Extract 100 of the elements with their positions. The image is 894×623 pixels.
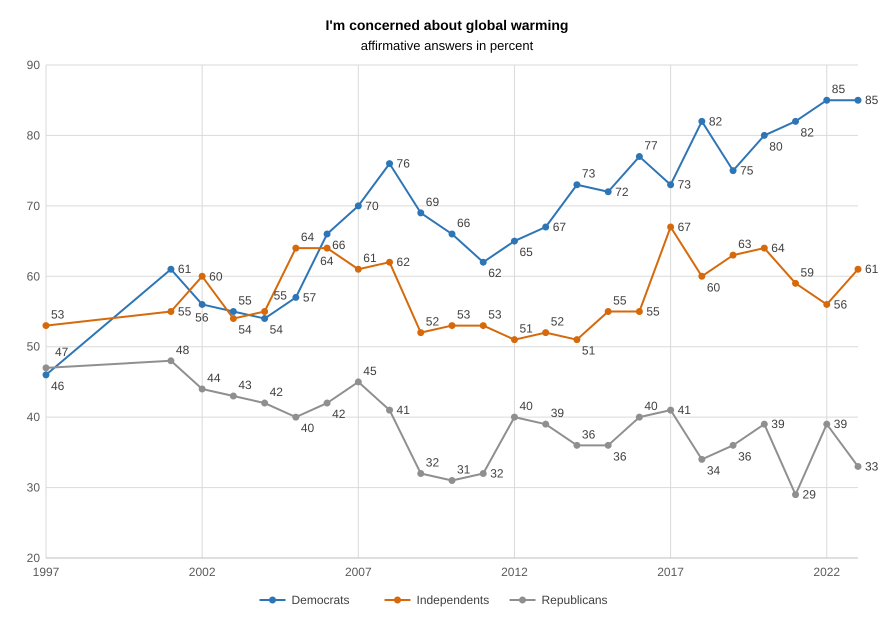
x-tick-label: 2012 [501, 565, 528, 579]
data-label: 61 [363, 251, 377, 266]
data-label: 36 [738, 449, 752, 464]
data-label: 33 [865, 459, 879, 474]
point [292, 294, 300, 301]
chart-title: I'm concerned about global warming [326, 17, 568, 33]
data-label: 36 [613, 449, 627, 464]
point [386, 406, 394, 414]
data-label: 70 [365, 198, 379, 213]
point [261, 315, 268, 322]
chart-subtitle: affirmative answers in percent [360, 38, 534, 53]
point [823, 96, 830, 104]
data-label: 56 [834, 297, 848, 312]
data-label: 42 [270, 385, 284, 400]
data-label: 32 [426, 455, 440, 470]
point [760, 132, 768, 139]
point [261, 400, 268, 407]
point [198, 385, 206, 392]
y-tick-label: 20 [26, 551, 40, 565]
point [573, 181, 580, 188]
data-label: 52 [550, 314, 564, 329]
data-label: 61 [178, 262, 192, 276]
point [730, 167, 737, 174]
y-tick-label: 60 [26, 269, 40, 284]
point [448, 230, 456, 238]
point [324, 230, 331, 238]
point [448, 477, 456, 484]
data-label: 82 [708, 114, 723, 128]
point [667, 181, 674, 188]
point [230, 315, 237, 322]
data-label: 53 [488, 308, 502, 322]
legend-label: Republicans [542, 593, 608, 607]
point [292, 414, 300, 421]
point [698, 272, 706, 280]
point [510, 414, 518, 421]
point [760, 420, 768, 428]
data-label: 75 [740, 164, 754, 178]
data-label: 69 [426, 194, 440, 209]
data-label: 53 [457, 308, 471, 322]
data-label: 59 [800, 265, 814, 280]
data-label: 47 [55, 344, 69, 359]
point [167, 308, 174, 315]
data-label: 51 [519, 322, 534, 336]
point [792, 491, 800, 498]
data-label: 56 [195, 310, 209, 324]
data-label: 65 [519, 245, 534, 260]
data-label: 85 [865, 93, 879, 108]
data-label: 77 [644, 138, 658, 153]
point [760, 244, 768, 252]
point [636, 414, 643, 421]
point [730, 442, 737, 449]
x-tick-label: 1997 [32, 565, 60, 579]
data-label: 73 [582, 166, 596, 181]
point [604, 442, 612, 449]
data-label: 76 [396, 156, 410, 171]
y-tick-label: 80 [26, 128, 40, 142]
point [324, 244, 331, 252]
point [854, 266, 862, 273]
data-label: 55 [646, 304, 660, 318]
data-label: 85 [832, 82, 846, 96]
point [42, 371, 50, 378]
point [698, 118, 706, 125]
y-tick-label: 50 [26, 340, 40, 354]
data-label: 73 [678, 178, 692, 192]
point [823, 420, 830, 428]
legend-label: Democrats [292, 593, 350, 607]
data-label: 40 [300, 421, 315, 436]
point [604, 188, 612, 196]
point [292, 244, 300, 252]
data-label: 66 [457, 216, 471, 230]
data-label: 31 [457, 462, 471, 477]
data-label: 61 [865, 262, 879, 276]
data-label: 67 [678, 220, 692, 234]
point [261, 308, 268, 315]
point [417, 470, 424, 477]
data-label: 42 [332, 407, 346, 422]
point [198, 300, 206, 308]
data-label: 62 [396, 255, 410, 270]
data-label: 55 [178, 304, 192, 318]
data-label: 41 [396, 403, 410, 418]
point [480, 322, 487, 330]
point [386, 258, 394, 266]
legend-label: Independents [416, 593, 490, 607]
x-tick-label: 2007 [344, 565, 372, 579]
x-tick-label: 2002 [188, 565, 216, 579]
data-label: 80 [769, 139, 783, 154]
y-tick-label: 70 [26, 198, 40, 213]
y-tick-label: 30 [26, 480, 40, 495]
data-label: 82 [800, 125, 814, 140]
point [604, 308, 612, 315]
point [230, 392, 237, 400]
point [854, 96, 862, 104]
point [417, 329, 424, 336]
data-label: 55 [238, 294, 252, 308]
data-label: 45 [363, 364, 377, 378]
data-label: 64 [771, 241, 785, 256]
data-label: 43 [238, 378, 252, 392]
point [667, 406, 674, 414]
point [636, 308, 643, 315]
y-tick-label: 40 [26, 410, 40, 424]
